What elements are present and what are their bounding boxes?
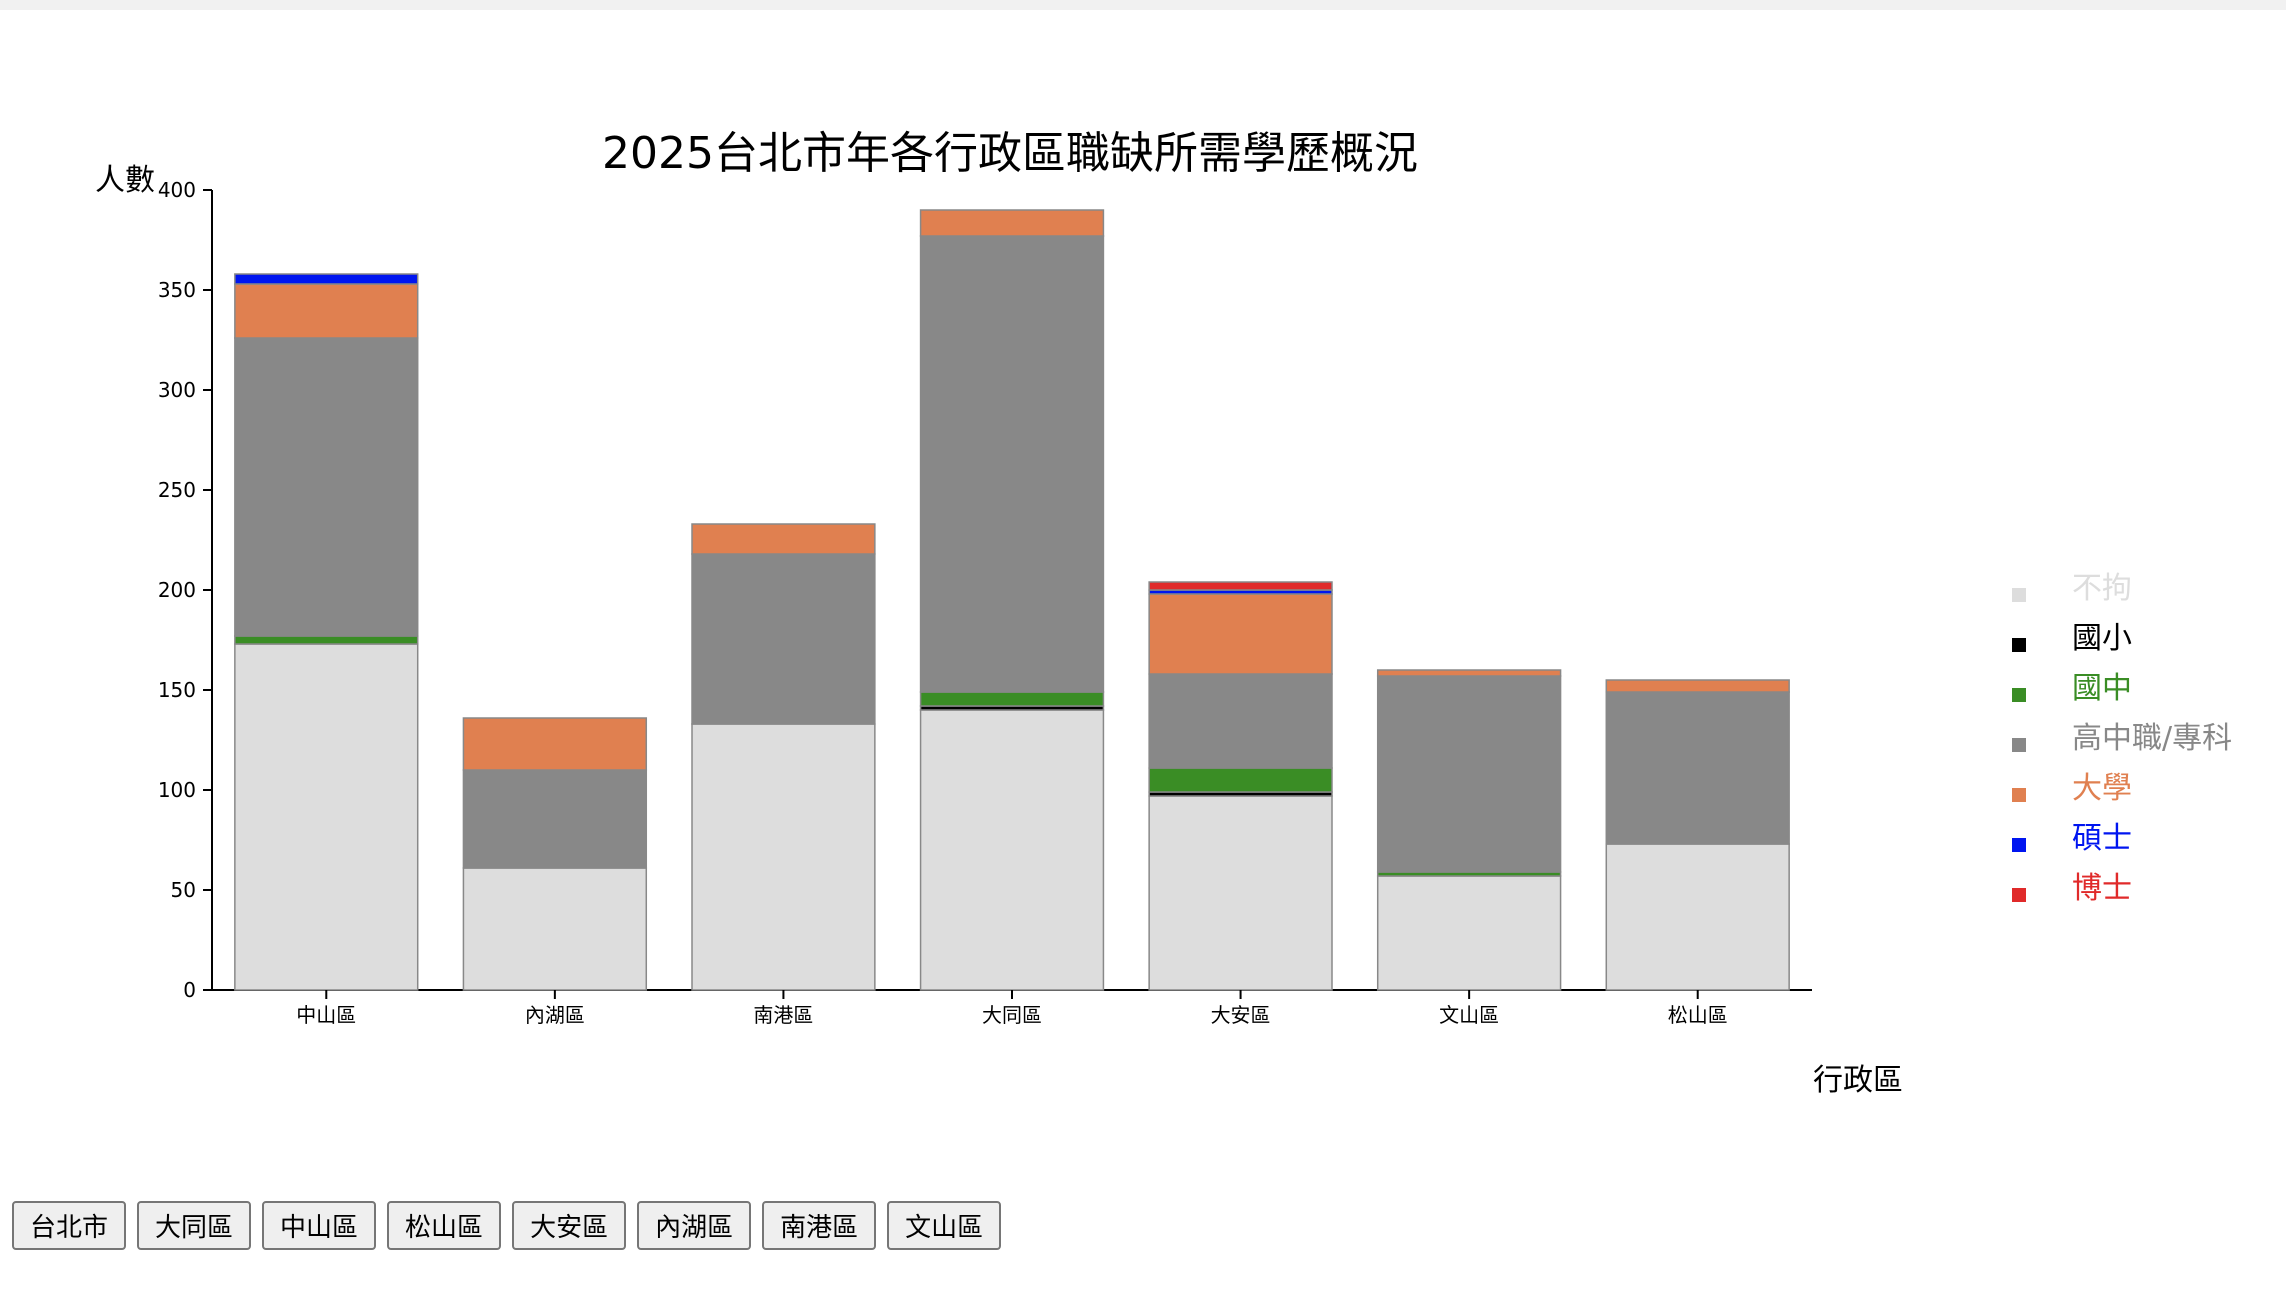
bar-segment: [462, 867, 648, 991]
plot-area: 0 50 100 150 200 250 300 350 400 中山區 內湖區 南港區 大同區 大安區 文…: [158, 178, 1812, 1027]
region-button[interactable]: 文山區: [887, 1201, 1002, 1250]
y-axis-label: 人數: [95, 163, 155, 198]
region-button[interactable]: 大安區: [512, 1201, 627, 1250]
region-button[interactable]: 內湖區: [637, 1201, 752, 1250]
legend-swatch: [2012, 838, 2026, 852]
bar-segment: [919, 691, 1105, 707]
chart-title: 2025台北市年各行政區職缺所需學歷概況: [602, 128, 1418, 179]
top-strip: [0, 0, 2286, 10]
bar-segment: [234, 643, 419, 991]
bar-segment: [234, 273, 419, 285]
bar-segment: [1148, 673, 1333, 769]
bar-segment: [462, 717, 648, 771]
bar-segment: [1148, 795, 1333, 991]
legend-label: 大學: [2072, 771, 2132, 806]
bar-segment: [234, 635, 419, 645]
x-tick-label: 文山區: [1439, 1003, 1499, 1027]
stacked-bar-chart: 2025台北市年各行政區職缺所需學歷概況 人數 行政區 0 50 100 150 200…: [95, 128, 2232, 1098]
x-tick-label: 大同區: [982, 1003, 1042, 1027]
legend-swatch: [2012, 588, 2026, 602]
bar-segment: [1376, 669, 1562, 677]
region-button[interactable]: 大同區: [137, 1201, 252, 1250]
y-tick-label: 50: [171, 878, 196, 902]
region-button[interactable]: 松山區: [387, 1201, 502, 1250]
legend-swatch: [2012, 638, 2026, 652]
y-tick-label: 0: [183, 978, 196, 1002]
bar-segment: [234, 283, 419, 339]
bar-segment: [1148, 581, 1333, 591]
region-button[interactable]: 中山區: [262, 1201, 377, 1250]
x-tick-label: 松山區: [1668, 1003, 1728, 1027]
bar-segment: [691, 723, 876, 991]
bar-segment: [919, 209, 1105, 237]
y-tick-label: 350: [158, 278, 196, 302]
y-tick-label: 150: [158, 678, 196, 702]
bar-segment: [691, 523, 876, 555]
x-tick-label: 內湖區: [525, 1003, 585, 1027]
x-axis-label: 行政區: [1813, 1063, 1903, 1098]
x-tick-label: 大安區: [1211, 1003, 1271, 1027]
y-tick-label: 100: [158, 778, 196, 802]
legend-label: 碩士: [2072, 821, 2132, 856]
region-button[interactable]: 南港區: [762, 1201, 877, 1250]
legend-swatch: [2012, 688, 2026, 702]
bar-segment: [1148, 767, 1333, 793]
bar-segment: [691, 553, 876, 725]
y-tick-label: 250: [158, 478, 196, 502]
legend-label: 國小: [2072, 621, 2132, 656]
bar-segment: [462, 769, 648, 869]
y-tick-label: 400: [158, 178, 196, 202]
bar-segment: [234, 337, 419, 637]
y-tick-label: 300: [158, 378, 196, 402]
legend-label: 博士: [2072, 871, 2132, 906]
x-tick-label: 南港區: [753, 1003, 813, 1027]
legend-swatch: [2012, 738, 2026, 752]
bar-segment: [1605, 679, 1790, 693]
bar-segment: [919, 709, 1105, 991]
bar-segment: [1605, 843, 1790, 991]
bar-segment: [1148, 593, 1333, 675]
region-button-row: 台北市 大同區 中山區 松山區 大安區 內湖區 南港區 文山區: [12, 1201, 1002, 1250]
bar-segment: [1605, 691, 1790, 845]
region-button[interactable]: 台北市: [12, 1201, 127, 1250]
bar-segment: [919, 235, 1105, 693]
legend-label: 國中: [2072, 671, 2132, 706]
bar-segment: [1376, 675, 1562, 873]
y-tick-label: 200: [158, 578, 196, 602]
legend-swatch: [2012, 888, 2026, 902]
legend-label: 高中職/專科: [2072, 721, 2232, 756]
x-tick-label: 中山區: [296, 1003, 356, 1027]
legend-label: 不拘: [2072, 571, 2132, 606]
legend-swatch: [2012, 788, 2026, 802]
bar-segment: [1376, 875, 1562, 991]
